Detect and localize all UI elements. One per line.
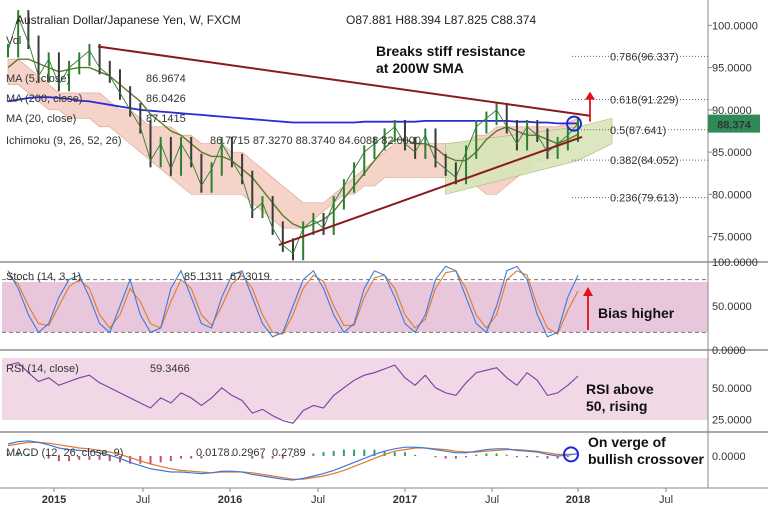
y-tick-label-stoch: 0.0000: [712, 345, 746, 357]
indicator-value: 86.9674: [146, 73, 186, 85]
indicator-label: Ichimoku (9, 26, 52, 26): [6, 135, 122, 147]
macd-annotation: On verge of: [588, 434, 666, 450]
x-tick-label: Jul: [311, 494, 325, 506]
macd-signal-line: [7, 441, 579, 480]
stoch-k-line: [7, 265, 579, 338]
stoch-annotation: Bias higher: [598, 305, 675, 321]
macd-label: MACD (12, 26, close, 9): [6, 447, 123, 459]
stoch-d-value: 67.3019: [230, 271, 270, 283]
y-tick-label-main: 100.0000: [712, 20, 758, 32]
y-tick-label-stoch: 50.0000: [712, 301, 752, 313]
fib-level-label: 0.382(84.052): [610, 155, 679, 167]
indicator-label: Vol: [6, 35, 21, 47]
x-tick-label: Jul: [136, 494, 150, 506]
fib-level-label: 0.236(79.613): [610, 193, 679, 205]
rsi-band: [2, 358, 708, 420]
indicator-label: MA (20, close): [6, 113, 76, 125]
fib-level-label: 0.5(87.641): [610, 125, 666, 137]
fib-level-label: 0.618(91.229): [610, 94, 679, 106]
x-tick-label: Jul: [485, 494, 499, 506]
y-tick-label-rsi: 25.0000: [712, 414, 752, 426]
indicator-label: MA (200, close): [6, 93, 82, 105]
last-price-tag: [708, 114, 760, 133]
y-tick-label-main: 95.0000: [712, 63, 752, 75]
stoch-k-value: 85.1311: [184, 271, 223, 283]
resistance-trendline: [97, 45, 591, 117]
last-price-label: 88.374: [717, 120, 752, 132]
y-tick-label-main: 90.0000: [712, 105, 752, 117]
y-tick-label-main: 80.0000: [712, 189, 752, 201]
y-tick-label-rsi: 50.0000: [712, 383, 752, 395]
rsi-annotation: RSI above: [586, 381, 654, 397]
rsi-label: RSI (14, close): [6, 363, 79, 375]
ohlc-readout: O87.881 H88.394 L87.825 C88.374: [346, 13, 536, 27]
chart-title: Australian Dollar/Japanese Yen, W, FXCM: [16, 13, 241, 27]
x-tick-label: 2016: [218, 494, 242, 506]
y-tick-label-main: 85.0000: [712, 147, 752, 159]
y-tick-label-stoch: 100.0000: [712, 257, 758, 269]
stoch-d-line: [7, 270, 579, 336]
indicator-value: 86.7715 87.3270 88.3740 84.6088 82.0000: [210, 135, 421, 147]
indicator-label: MA (5, close): [6, 73, 70, 85]
macd-line-value: 0.2967: [232, 447, 266, 459]
fib-level-label: 0.786(96.337): [610, 51, 679, 63]
stoch-label: Stoch (14, 3, 1): [6, 271, 81, 283]
bias-arrow-head: [583, 287, 593, 296]
x-tick-label: 2017: [393, 494, 417, 506]
rsi-value: 59.3466: [150, 363, 190, 375]
macd-value: 0.0178: [196, 447, 230, 459]
x-tick-label: Jul: [659, 494, 673, 506]
support-trendline: [278, 135, 583, 247]
macd-signal-value: 0.2789: [272, 447, 306, 459]
main-annotation: at 200W SMA: [376, 60, 464, 76]
indicator-value: 87.1415: [146, 113, 186, 125]
x-tick-label: 2015: [42, 494, 66, 506]
rsi-annotation: 50, rising: [586, 398, 647, 414]
price-line: [7, 15, 579, 255]
y-tick-label-main: 75.0000: [712, 232, 752, 244]
macd-annotation: bullish crossover: [588, 451, 704, 467]
main-annotation: Breaks stiff resistance: [376, 43, 526, 59]
indicator-value: 86.0426: [146, 93, 186, 105]
breakout-arrow-head: [585, 91, 595, 100]
crossover-circle: [563, 446, 579, 463]
macd-line: [7, 440, 579, 481]
breakout-circle: [566, 115, 582, 132]
sma20-line: [7, 58, 579, 229]
x-tick-label: 2018: [566, 494, 590, 506]
rsi-line: [7, 361, 579, 424]
y-tick-label-macd: 0.0000: [712, 451, 746, 463]
